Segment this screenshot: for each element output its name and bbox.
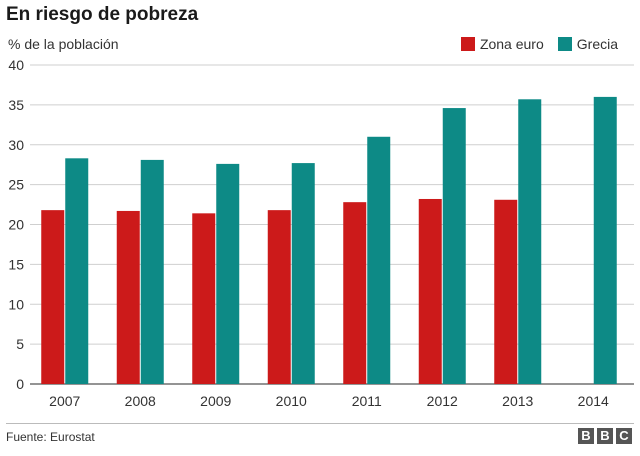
bar-grecia bbox=[65, 158, 89, 384]
legend-label-zona-euro: Zona euro bbox=[479, 36, 544, 52]
x-tick-label: 2014 bbox=[578, 393, 609, 409]
y-tick-label: 15 bbox=[8, 256, 24, 272]
bar-zona-euro bbox=[116, 210, 140, 384]
x-tick-label: 2009 bbox=[200, 393, 231, 409]
source-note: Fuente: Eurostat bbox=[6, 430, 95, 444]
bar-grecia bbox=[216, 163, 240, 384]
bar-zona-euro bbox=[192, 213, 216, 384]
bar-zona-euro bbox=[267, 210, 291, 384]
bar-zona-euro bbox=[418, 198, 442, 384]
legend-label-grecia: Grecia bbox=[576, 36, 618, 52]
chart-title: En riesgo de pobreza bbox=[6, 4, 199, 25]
legend: Zona euro Grecia bbox=[447, 36, 618, 52]
y-tick-label: 30 bbox=[8, 137, 24, 153]
y-tick-label: 0 bbox=[16, 376, 24, 392]
bar-zona-euro bbox=[41, 210, 65, 384]
bbc-logo-letter: C bbox=[616, 428, 632, 444]
bar-grecia bbox=[291, 163, 315, 384]
bar-chart: 0 5 10 15 20 25 30 35 40 2007 2008 2009 2010 2011 2012… bbox=[8, 57, 634, 409]
footer-divider bbox=[6, 423, 634, 424]
bbc-logo-letter: B bbox=[578, 428, 594, 444]
y-tick-label: 20 bbox=[8, 217, 24, 233]
bar-grecia bbox=[367, 136, 391, 384]
bar-zona-euro bbox=[343, 202, 367, 384]
x-tick-label: 2013 bbox=[502, 393, 533, 409]
y-tick-label: 10 bbox=[8, 296, 24, 312]
x-tick-label: 2007 bbox=[49, 393, 80, 409]
y-tick-label: 35 bbox=[8, 97, 24, 113]
x-tick-label: 2010 bbox=[276, 393, 307, 409]
legend-swatch-zona-euro bbox=[460, 37, 475, 51]
y-tick-label: 40 bbox=[8, 57, 24, 73]
bar-grecia bbox=[593, 96, 617, 385]
bar-grecia bbox=[442, 108, 466, 384]
y-tick-label: 25 bbox=[8, 177, 24, 193]
x-tick-label: 2012 bbox=[427, 393, 458, 409]
legend-swatch-grecia bbox=[557, 37, 572, 51]
y-axis-label: % de la población bbox=[8, 36, 119, 52]
y-tick-label: 5 bbox=[16, 336, 24, 352]
x-tick-label: 2008 bbox=[125, 393, 156, 409]
bar-grecia bbox=[140, 159, 164, 384]
bbc-logo: B B C bbox=[575, 428, 632, 444]
bar-grecia bbox=[518, 99, 542, 384]
legend-item-zona-euro: Zona euro bbox=[460, 36, 544, 52]
x-tick-label: 2011 bbox=[352, 393, 382, 409]
bbc-logo-letter: B bbox=[597, 428, 613, 444]
legend-item-grecia: Grecia bbox=[557, 36, 618, 52]
bar-zona-euro bbox=[494, 199, 518, 384]
